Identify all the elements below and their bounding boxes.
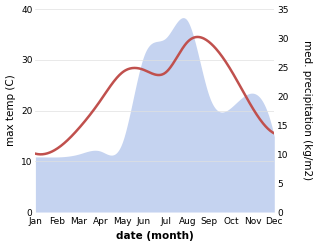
Y-axis label: max temp (C): max temp (C) (5, 75, 16, 146)
X-axis label: date (month): date (month) (116, 231, 194, 242)
Y-axis label: med. precipitation (kg/m2): med. precipitation (kg/m2) (302, 41, 313, 181)
